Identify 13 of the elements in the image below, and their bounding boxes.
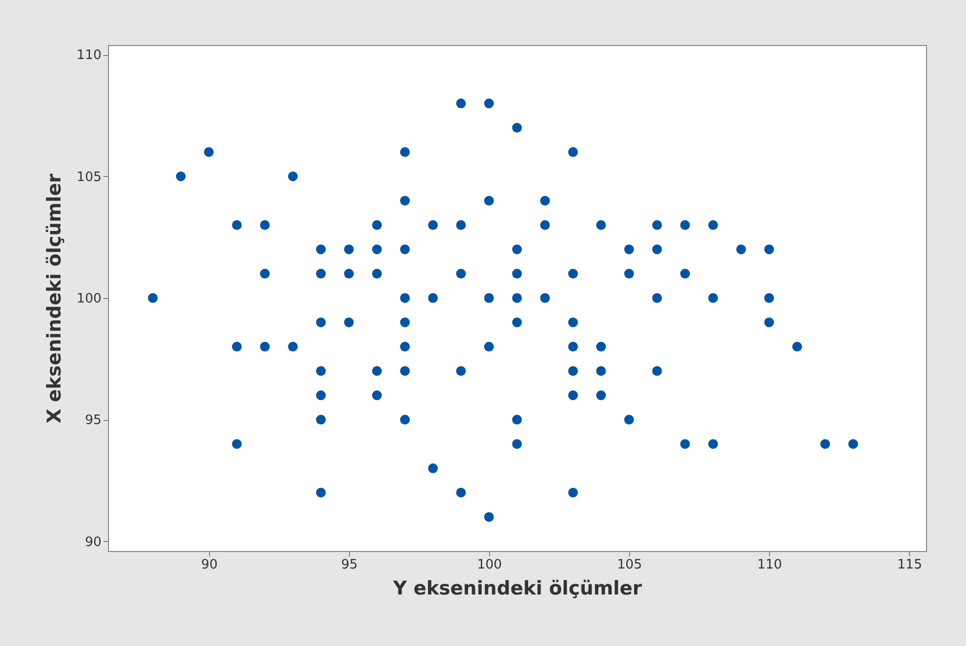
y-tick-label: 110: [76, 48, 102, 64]
x-tick-label: 95: [341, 558, 358, 572]
y-tick-label: 100: [76, 292, 102, 306]
x-tick-label: 90: [201, 558, 218, 572]
x-tick-label: 110: [757, 558, 782, 572]
x-tick-label: 105: [617, 558, 642, 572]
y-tick-label: 95: [84, 413, 102, 428]
y-tick-label: 105: [76, 170, 102, 185]
y-axis-title: X eksenindeki ölçümler: [44, 173, 66, 424]
x-tick-label: 115: [897, 558, 922, 572]
y-tick-label: 90: [84, 534, 102, 550]
x-tick-label: 100: [477, 558, 502, 572]
x-axis-title: Y eksenindeki ölçümler: [392, 578, 643, 600]
